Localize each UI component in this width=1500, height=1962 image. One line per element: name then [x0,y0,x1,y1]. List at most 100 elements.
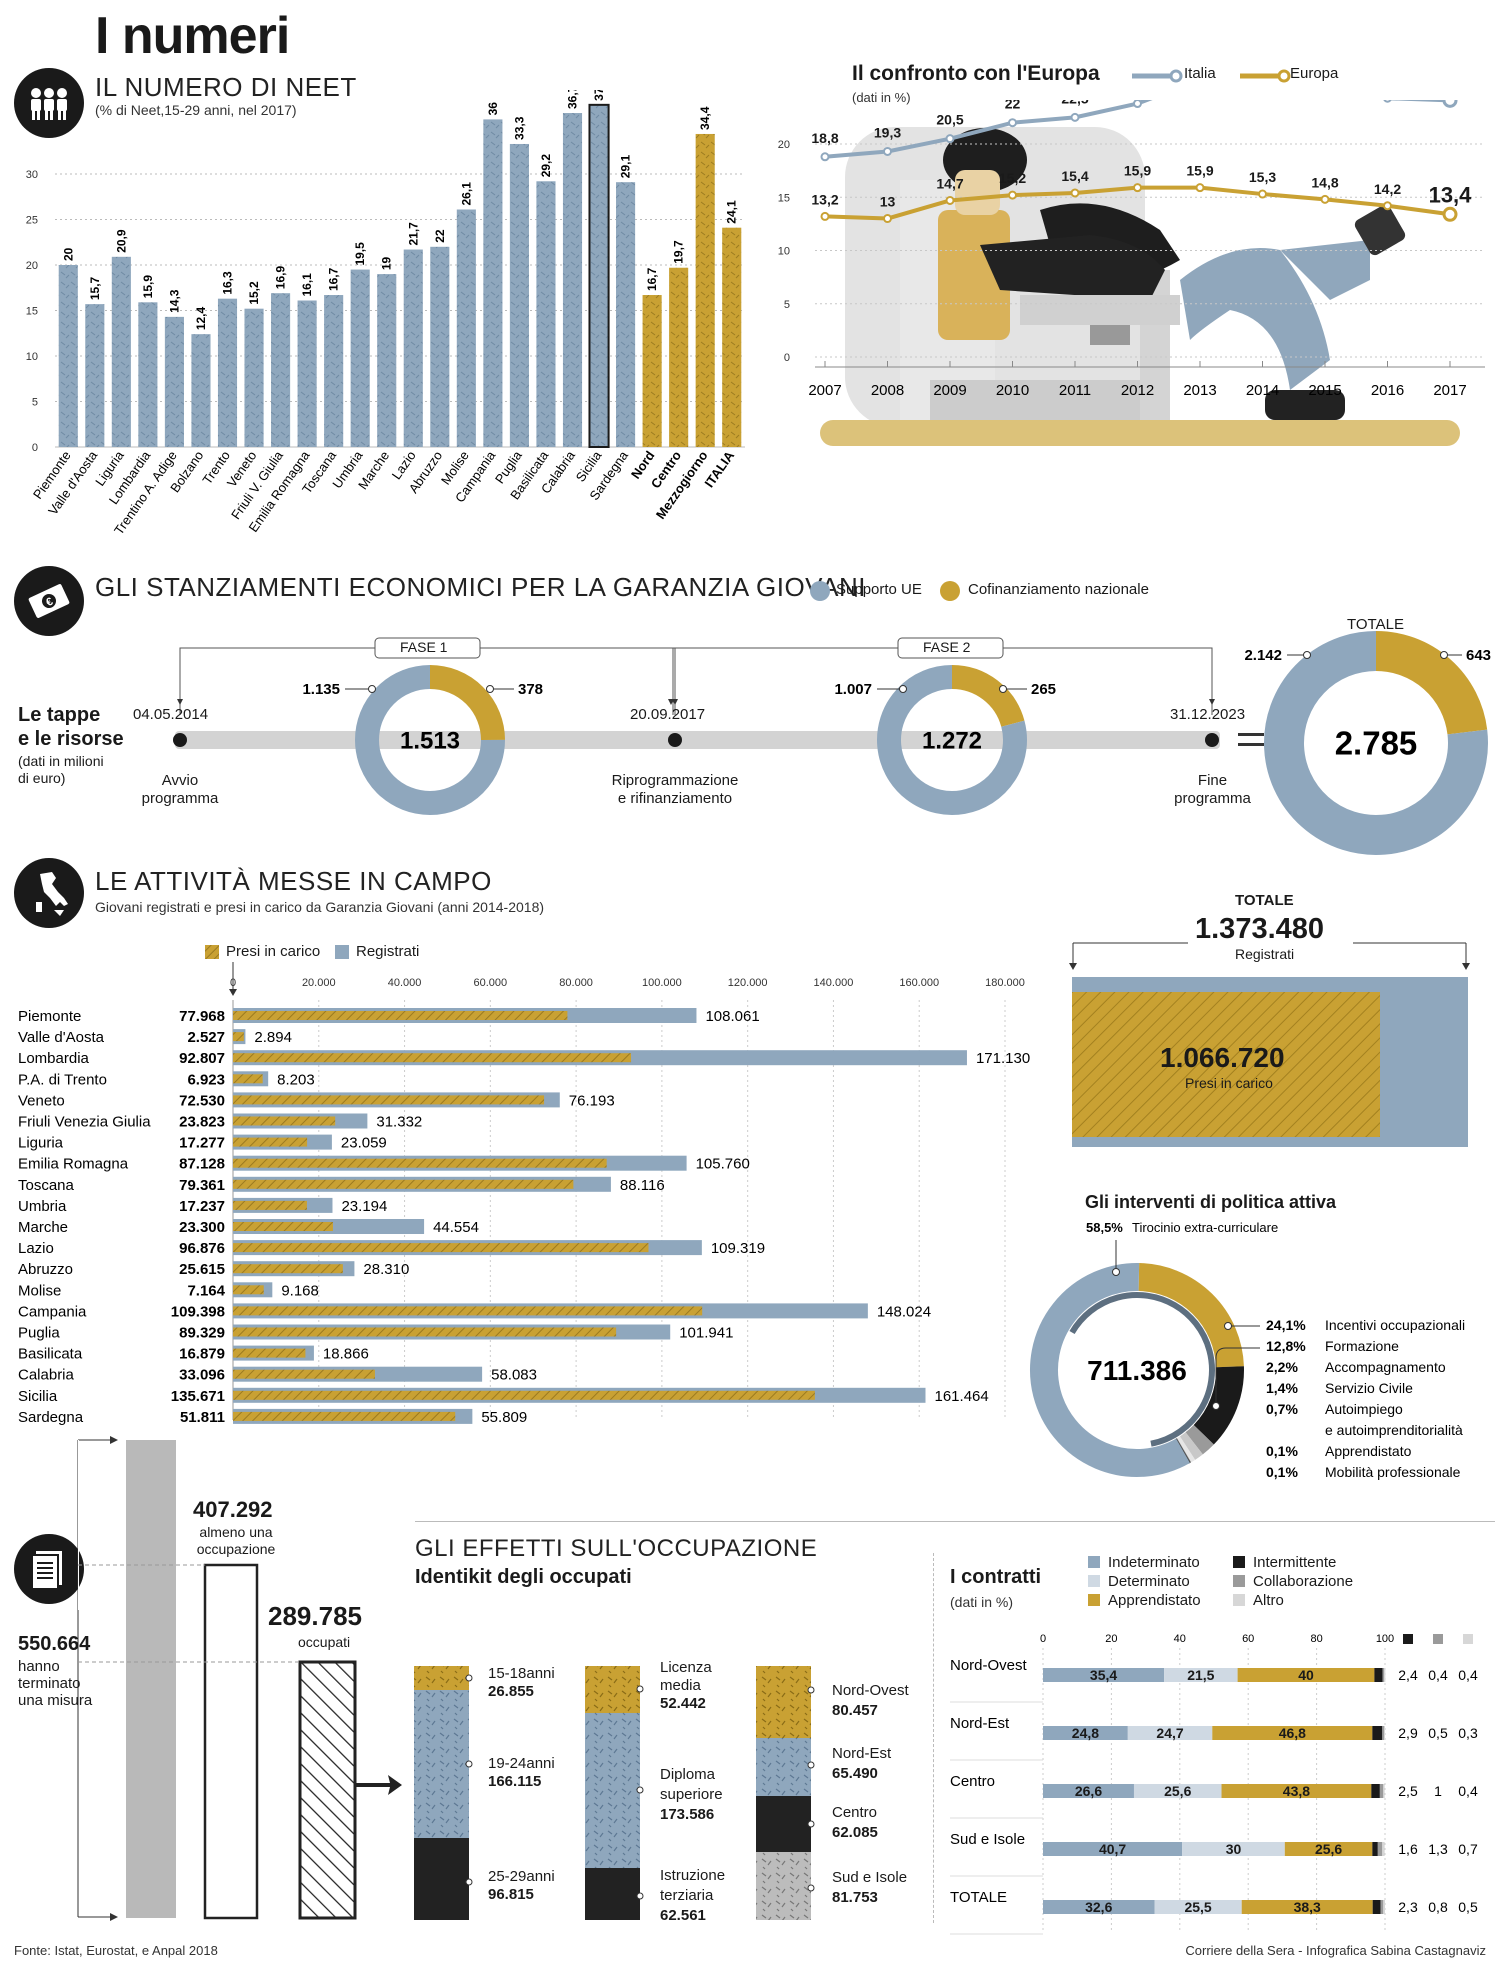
neet-bar [562,113,583,447]
legend-indeterminato: Indeterminato [1108,1554,1200,1571]
almeno-line2: occupazione [196,1541,276,1557]
contratti-divider [933,1553,935,1923]
contratti-small-value: 0,7 [1458,1841,1478,1857]
attivita-presi-bar [233,1116,336,1126]
neet-bar [350,269,370,447]
tappe-sub-line1: (dati in milioni [18,753,104,769]
leader-dot [1224,1322,1232,1330]
neet-value-label: 19 [380,256,394,270]
attivita-registrati-value: 171.130 [976,1050,1030,1067]
attivita-registrati-value: 9.168 [281,1282,319,1299]
neet-bar [616,182,636,447]
attivita-presi-value: 6.923 [187,1071,225,1088]
eta-15-18: 15-18anni 26.855 [488,1665,555,1701]
contratti-segment-label: 43,8 [1283,1783,1310,1799]
contratti-row-label: Centro [950,1773,995,1790]
totale-label: TOTALE [1347,616,1404,633]
attivita-presi-bar [233,1158,607,1168]
contratti-segment [1241,1900,1373,1914]
contratti-small-value: 1,6 [1398,1841,1418,1857]
contratti-segment-label: 30 [1226,1841,1242,1857]
neet-value-label: 16,7 [645,267,659,291]
europe-data-label: 22 [1005,100,1021,112]
neet-value-label: 37,6 [592,90,606,101]
garanzia-title: GLI STANZIAMENTI ECONOMICI PER LA GARANZ… [95,572,866,602]
contratti-segment [1133,1784,1222,1798]
attivita-registrati-value: 88.116 [620,1177,665,1194]
neet-value-label: 15,9 [141,275,155,299]
attivita-registrati-label: Registrati [1235,946,1295,962]
attivita-presi-value: 89.329 [179,1325,225,1342]
attivita-region-label: Puglia [18,1325,60,1342]
contratti-small-value: 0,4 [1458,1667,1478,1683]
contratti-segment-label: 46,8 [1279,1725,1306,1741]
europe-ytick: 20 [778,139,790,151]
attivita-presi-bar [233,1327,617,1337]
europe-data-label: 14,7 [936,175,963,191]
area-nord-est-value: 65.490 [832,1765,878,1782]
politica-segment [1176,1436,1196,1463]
neet-value-label: 19,7 [672,240,686,264]
attivita-region-label: Lombardia [18,1050,90,1067]
contratti-segment-label: 24,7 [1156,1725,1183,1741]
politica-pct: 1,4% [1266,1380,1298,1396]
milestone-avvio-line1: Avvio [161,772,199,789]
contratti-segment [1237,1668,1375,1682]
area-centro-value: 62.085 [832,1824,878,1841]
neet-bar [164,316,184,447]
contratti-small-value: 0,3 [1458,1725,1478,1741]
politica-item-label: Apprendistato [1325,1443,1412,1459]
europe-data-label: 13 [880,194,896,210]
contratti-small-value: 1,3 [1428,1841,1448,1857]
contratti-segment [1379,1784,1384,1798]
contratti-segment [1380,1900,1384,1914]
area-nord-ovest: Nord-Ovest 80.457 [832,1681,909,1721]
europe-point [1320,194,1330,204]
politica-item-label: Mobilità professionale [1325,1464,1461,1480]
contratti-segment [1221,1784,1372,1798]
neet-bar [430,246,450,447]
politica-donut-chart: 711.386 58,5% Tirocinio extra-curriculare 2… [1030,1220,1465,1480]
area-centro: Centro 62.085 [832,1803,878,1843]
neet-value-label: 20 [61,247,75,261]
milestone-fine-line1: Fine [1197,772,1228,789]
neet-bar [138,302,158,447]
neet-value-label: 24,1 [725,200,739,224]
identikit-stacks [414,1666,815,1920]
attivita-region-label: Basilicata [18,1346,83,1363]
attivita-xtick: 100.000 [642,977,682,989]
europe-ytick: 15 [778,192,790,204]
attivita-registrati-value: 161.464 [935,1388,989,1405]
politica-pct: 0,1% [1266,1443,1298,1459]
eta-25-29-label: 25-29anni [488,1868,555,1885]
attivita-presi-value: 16.879 [179,1346,225,1363]
neet-value-label: 36,7 [566,90,580,109]
attivita-title: LE ATTIVITÀ MESSE IN CAMPO [95,866,492,896]
contratti-segment-label: 40 [1298,1667,1314,1683]
contratti-head-swatch [1403,1634,1413,1644]
attivita-presi-value: 33.096 [179,1367,225,1384]
attivita-registrati-value: 28.310 [363,1261,409,1278]
contratti-segment [1164,1668,1238,1682]
footer-source: Fonte: Istat, Eurostat, e Anpal 2018 [14,1943,218,1958]
contratti-segment [1383,1668,1386,1682]
neet-value-label: 14,3 [167,289,181,313]
neet-bar [722,227,742,447]
contratti-row-label: Sud e Isole [950,1831,1025,1848]
terminato-line2: terminato [18,1675,81,1692]
europe-data-label: 15,9 [1124,163,1151,179]
area-centro-label: Centro [832,1804,878,1821]
europe-title: Il confronto con l'Europa [852,62,1100,85]
neet-ytick: 0 [32,442,38,454]
attivita-presi-bar [233,1179,574,1189]
area-nord-ovest-value: 80.457 [832,1702,878,1719]
attivita-xtick: 120.000 [728,977,768,989]
europe-data-label: 15,4 [1061,168,1088,184]
neet-value-label: 15,2 [247,281,261,305]
area-nord-est: Nord-Est 65.490 [832,1744,891,1784]
fase1-total: 1.513 [400,727,460,754]
contratti-small-value: 2,4 [1398,1667,1418,1683]
politica-item-label: Servizio Civile [1325,1380,1413,1396]
contratti-small-value: 0,5 [1428,1725,1448,1741]
europe-legend [1132,66,1392,91]
